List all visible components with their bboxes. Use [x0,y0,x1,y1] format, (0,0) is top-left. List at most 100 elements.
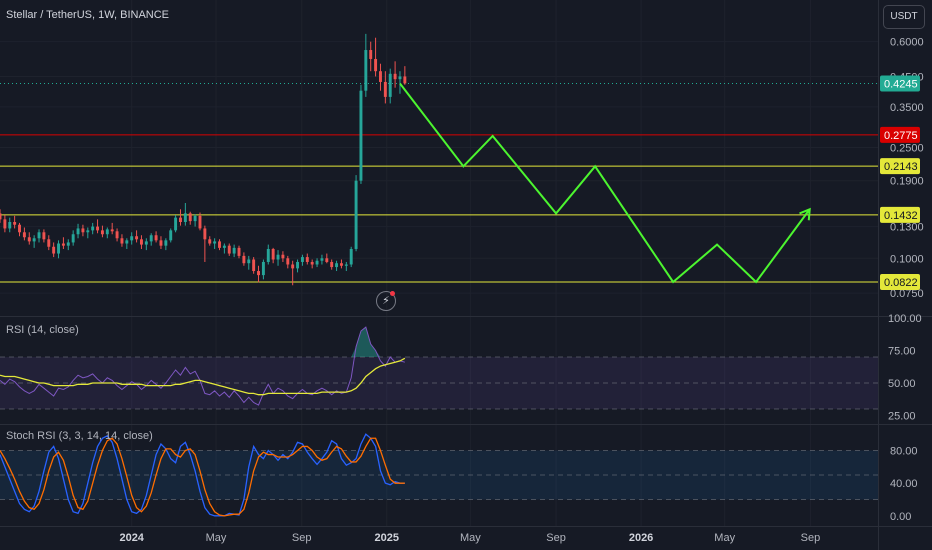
candle[interactable] [364,33,368,97]
candle-body[interactable] [369,50,373,59]
candle[interactable] [300,254,304,266]
support-level-label[interactable]: 0.0822 [880,273,920,290]
candle[interactable] [403,66,407,85]
candle[interactable] [27,232,31,245]
candle[interactable] [169,228,173,243]
resistance-level-label[interactable]: 0.2775 [880,126,920,143]
candle[interactable] [115,228,119,242]
candle-body[interactable] [242,255,246,264]
candle-body[interactable] [135,236,139,240]
candle[interactable] [13,215,17,229]
last-price-level-label[interactable]: 0.4245 [880,75,920,92]
candle[interactable] [218,239,221,251]
candle-body[interactable] [286,258,290,265]
lightning-bolt-icon[interactable]: ⚡ [376,291,396,311]
candle[interactable] [330,259,334,270]
candle-body[interactable] [32,238,36,242]
candle[interactable] [305,253,309,265]
candle[interactable] [339,259,343,269]
candle[interactable] [232,244,236,258]
rsi-line[interactable] [0,326,405,406]
candle[interactable] [22,227,26,241]
rsi-series[interactable] [0,326,406,406]
time-axis[interactable]: 2024 May Sep 2025 May Sep 2026 May Sep [119,532,820,544]
candle[interactable] [335,260,339,272]
candle[interactable] [71,230,75,246]
candle-body[interactable] [81,228,85,233]
candle-body[interactable] [52,246,56,254]
candle[interactable] [325,253,329,264]
candle-body[interactable] [154,235,158,241]
candle-body[interactable] [115,231,119,239]
rsi-ma-line[interactable] [0,357,406,396]
candle[interactable] [42,229,46,243]
candle[interactable] [159,236,163,249]
candle[interactable] [174,215,178,233]
candle-body[interactable] [325,258,329,262]
candle[interactable] [320,254,324,265]
candle-body[interactable] [271,248,275,260]
candle[interactable] [198,212,202,231]
candle[interactable] [374,37,378,77]
candle[interactable] [0,209,2,223]
candle[interactable] [135,230,139,243]
candle-body[interactable] [364,50,368,91]
candle[interactable] [100,225,104,238]
candle-body[interactable] [403,76,407,84]
candle-body[interactable] [213,241,217,244]
candle[interactable] [237,245,241,259]
candle[interactable] [291,260,295,286]
candle-body[interactable] [169,230,173,241]
candle[interactable] [266,244,270,265]
candle[interactable] [359,84,363,184]
candle[interactable] [37,229,41,243]
candle[interactable] [96,219,100,234]
candle-body[interactable] [37,232,41,239]
candle[interactable] [52,242,56,258]
candle-body[interactable] [291,264,295,269]
candle-body[interactable] [398,76,402,80]
candle[interactable] [227,243,231,256]
candle-body[interactable] [193,215,197,222]
candle[interactable] [144,238,148,251]
candle[interactable] [276,250,280,266]
candle-body[interactable] [8,222,12,229]
candle[interactable] [179,209,182,226]
candle-body[interactable] [227,245,231,254]
candle-body[interactable] [261,261,265,276]
stoch-d-line[interactable] [0,437,405,517]
candle[interactable] [354,175,358,252]
candle-body[interactable] [22,232,26,238]
candle[interactable] [110,222,114,235]
candle-body[interactable] [247,259,251,264]
candle[interactable] [61,237,65,249]
candle-body[interactable] [359,90,363,181]
candle-body[interactable] [91,226,95,231]
price-axis[interactable]: 0.60000.45000.35000.25000.19000.13000.10… [880,37,924,523]
candle[interactable] [388,68,392,104]
candle[interactable] [57,240,60,259]
candle-body[interactable] [183,213,187,223]
candle[interactable] [8,217,12,233]
candle[interactable] [369,41,373,72]
candle[interactable] [315,258,319,268]
candle[interactable] [242,252,246,266]
candle-body[interactable] [0,213,2,220]
candle[interactable] [296,259,300,273]
candle[interactable] [286,255,290,269]
candle-body[interactable] [42,232,46,240]
candle-body[interactable] [281,254,285,259]
candle-body[interactable] [374,58,378,72]
candle-body[interactable] [310,261,314,265]
candle[interactable] [213,238,217,249]
candle-body[interactable] [354,180,358,249]
candle[interactable] [76,223,80,239]
candle-body[interactable] [188,213,192,222]
candle[interactable] [261,259,265,280]
candle-body[interactable] [305,257,309,262]
candle-body[interactable] [330,261,334,268]
currency-button[interactable]: USDT [883,5,925,29]
candle-body[interactable] [393,73,397,80]
candle-body[interactable] [159,240,163,246]
